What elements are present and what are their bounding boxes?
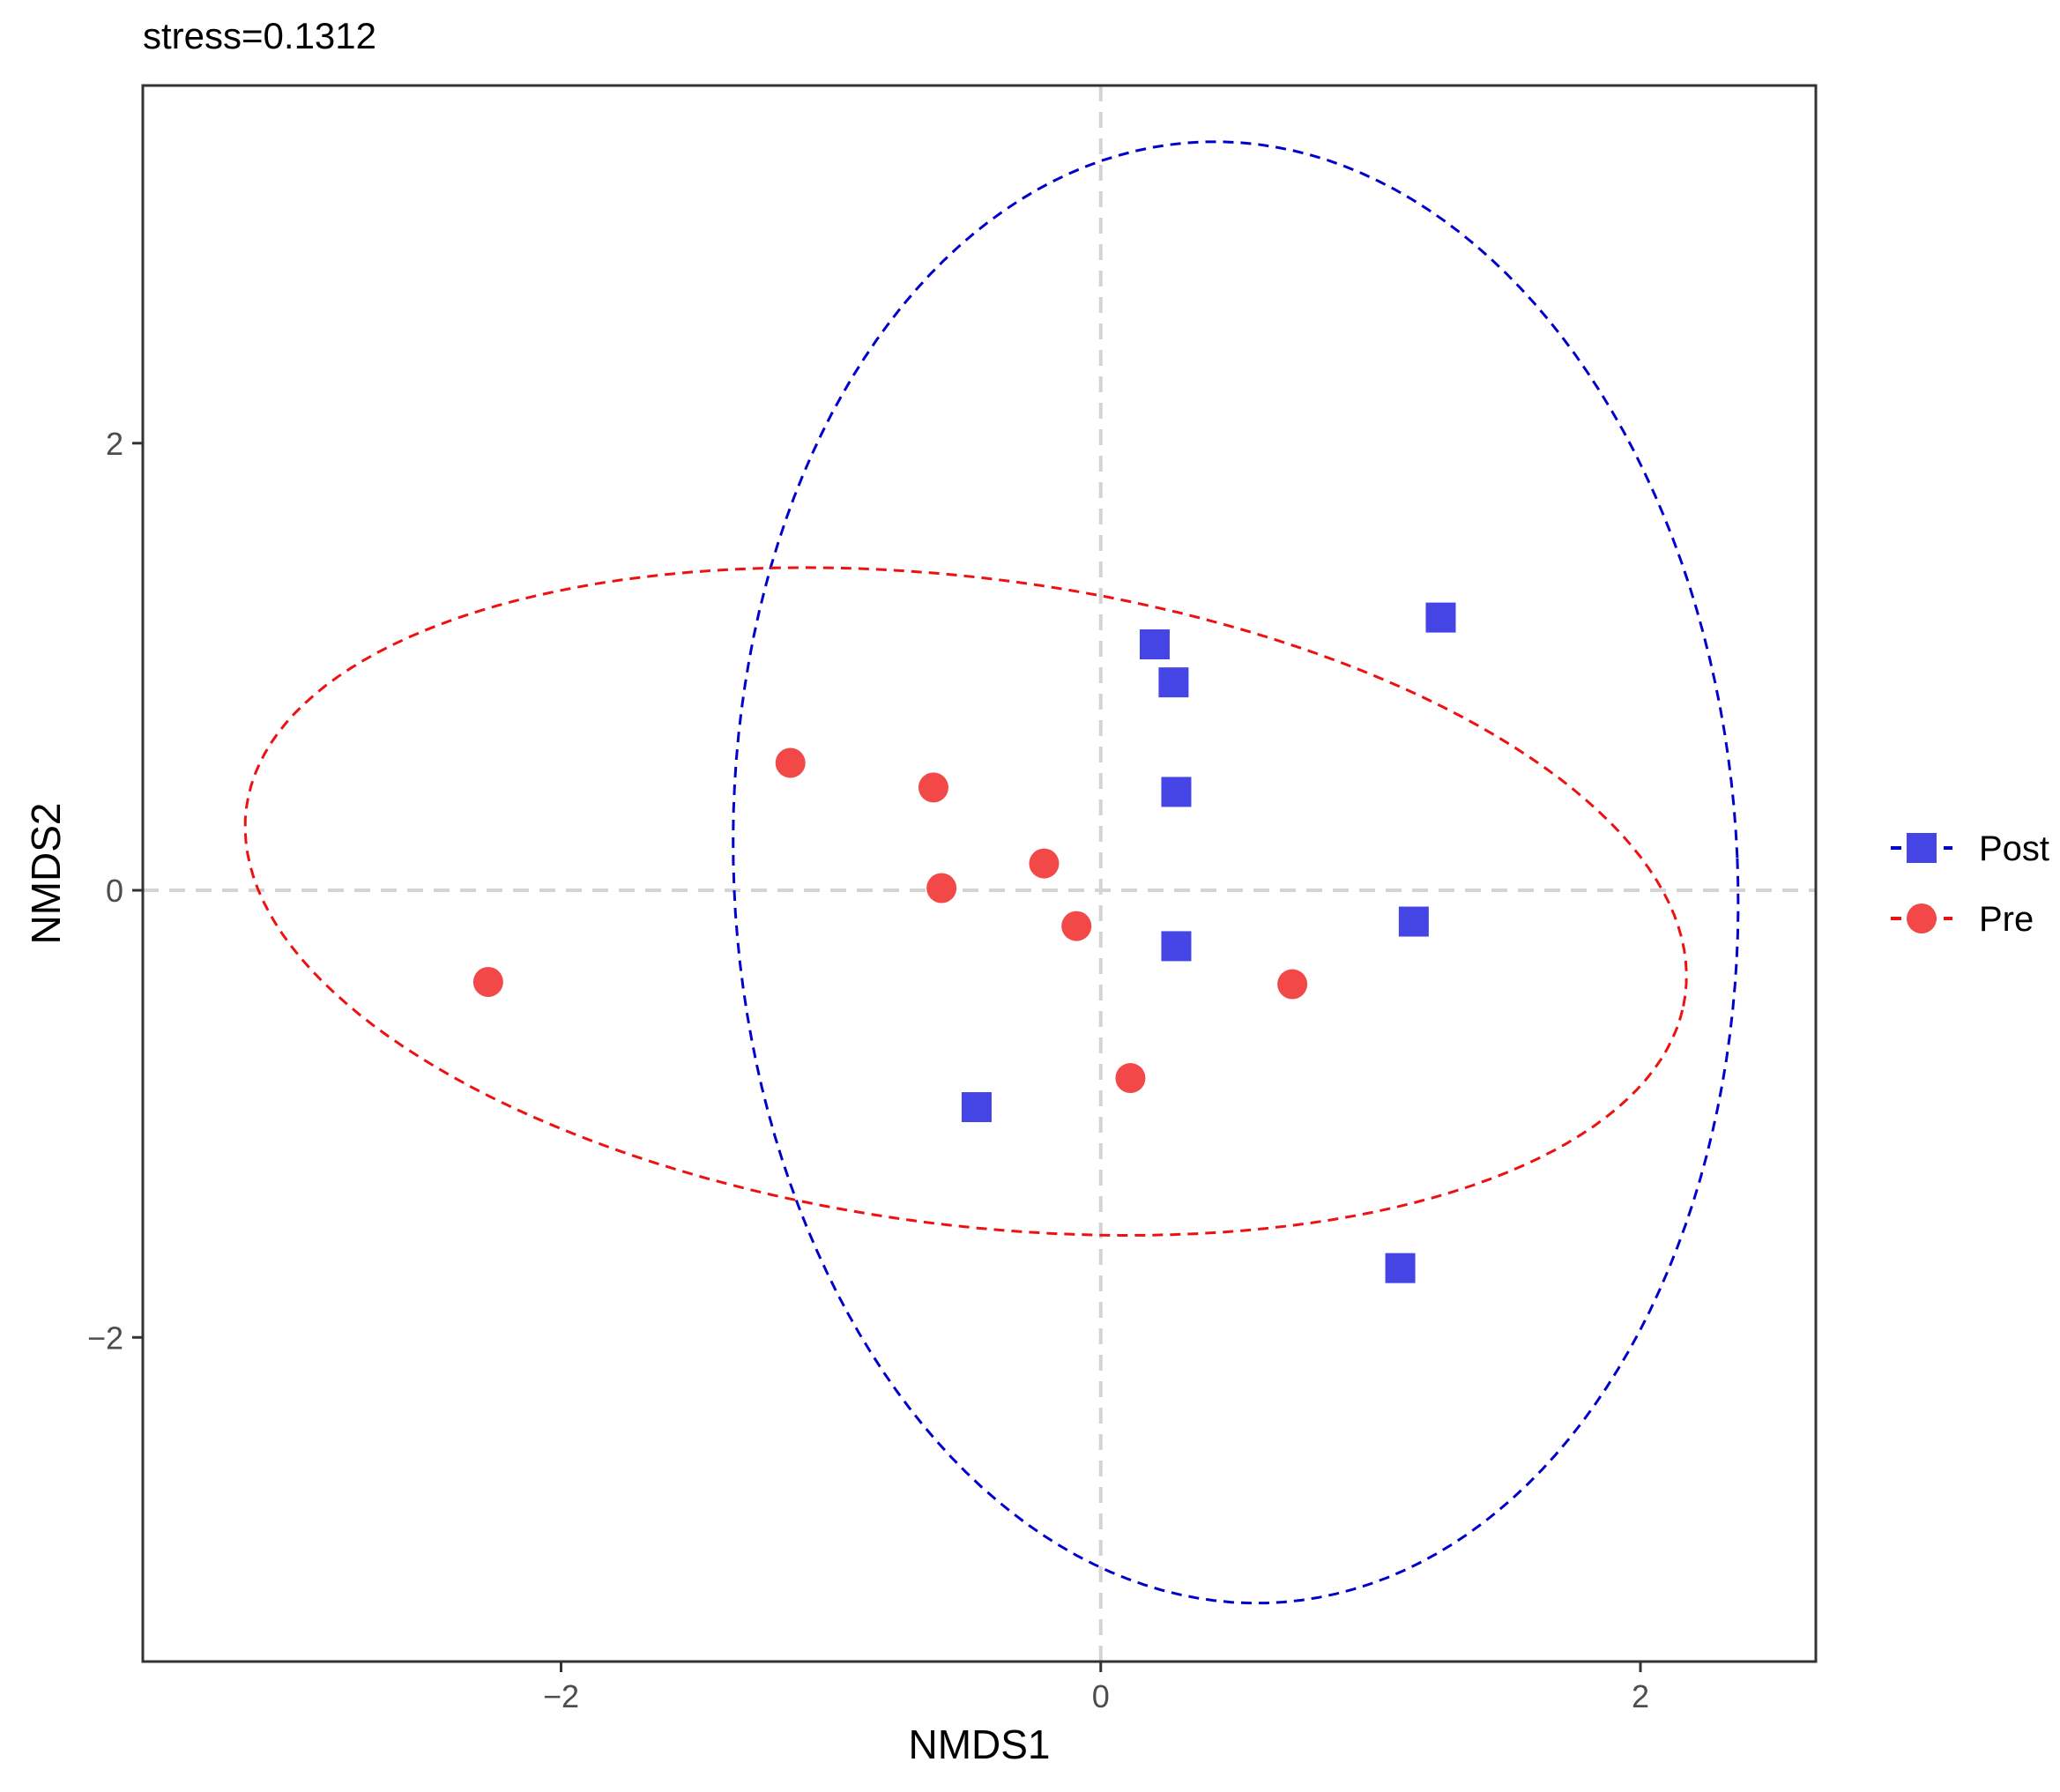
- legend-item-post: Post: [1891, 829, 2049, 868]
- x-tick-label: −2: [543, 1678, 579, 1714]
- y-axis: −2 0 2: [87, 426, 143, 1356]
- point-pre: [918, 772, 948, 803]
- point-pre: [1029, 848, 1060, 879]
- point-post: [1139, 629, 1170, 660]
- point-pre: [775, 747, 806, 778]
- legend-label-pre: Pre: [1979, 900, 2034, 939]
- point-post: [1425, 602, 1456, 633]
- point-post: [1158, 667, 1189, 698]
- y-tick-label: −2: [87, 1320, 123, 1356]
- y-tick-label: 0: [106, 873, 123, 909]
- point-post: [961, 1092, 992, 1123]
- x-axis: −2 0 2: [543, 1662, 1649, 1714]
- legend-item-pre: Pre: [1891, 900, 2034, 939]
- legend-key-square: [1907, 833, 1937, 863]
- x-axis-title: NMDS1: [908, 1721, 1050, 1767]
- plot-panel-border: [141, 84, 1818, 1663]
- confidence-ellipses: [243, 140, 1740, 1605]
- point-pre: [926, 873, 957, 903]
- point-post: [1161, 931, 1192, 962]
- y-tick-label: 2: [106, 426, 123, 462]
- zero-reference-lines: [143, 86, 1816, 1662]
- point-pre: [1115, 1063, 1146, 1094]
- legend-key-circle: [1907, 903, 1937, 933]
- chart-title: stress=0.1312: [143, 15, 376, 56]
- x-tick-label: 2: [1632, 1678, 1649, 1714]
- point-post: [1161, 777, 1192, 807]
- point-pre: [1061, 911, 1092, 941]
- y-axis-title: NMDS2: [23, 802, 69, 944]
- data-points: [472, 602, 1456, 1283]
- point-pre: [1277, 969, 1308, 1000]
- point-pre: [472, 967, 503, 998]
- point-post: [1398, 906, 1429, 937]
- x-tick-label: 0: [1092, 1678, 1110, 1714]
- legend-label-post: Post: [1979, 829, 2049, 868]
- plot-panel-background: [143, 86, 1816, 1662]
- point-post: [1385, 1253, 1416, 1283]
- ellipse-pre: [243, 566, 1688, 1238]
- legend: Post Pre: [1891, 829, 2049, 939]
